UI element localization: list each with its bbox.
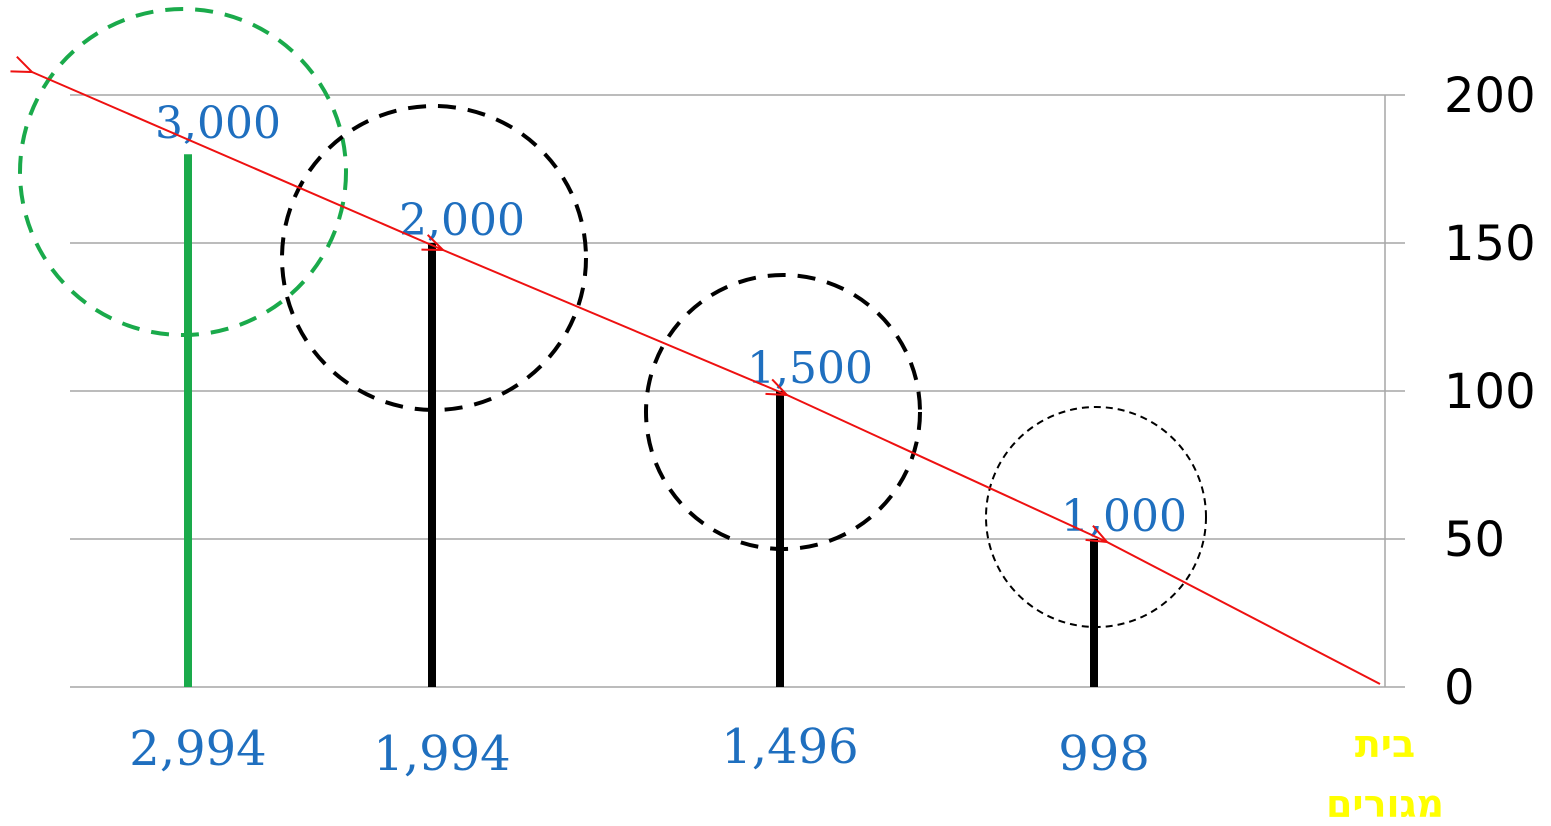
origin-label-line2: מגורים <box>1326 782 1444 826</box>
arrows <box>32 72 1381 685</box>
dashed-circle <box>280 104 588 412</box>
dashed-circle <box>985 406 1207 628</box>
dashed-circle <box>644 273 922 551</box>
x-tick-label: 1,994 <box>373 726 510 782</box>
gridlines <box>70 94 1405 688</box>
arrow <box>443 250 788 396</box>
x-tick-label: 998 <box>1058 726 1150 782</box>
y-tick-label: 150 <box>1444 216 1536 272</box>
value-label: 3,000 <box>155 98 281 149</box>
y-axis: 0 50 100 150 200 <box>1444 68 1536 716</box>
value-label: 1,000 <box>1061 491 1187 542</box>
arrow <box>32 72 444 251</box>
y-tick-label: 0 <box>1444 660 1475 716</box>
bars <box>184 154 1098 687</box>
y-tick-label: 50 <box>1444 512 1505 568</box>
y-tick-label: 200 <box>1444 68 1536 124</box>
x-axis: 2,994 1,994 1,496 998 <box>129 719 1150 782</box>
arrow <box>1107 542 1381 685</box>
origin-label-line1: בית <box>1355 722 1415 766</box>
dashed-circle <box>18 7 348 337</box>
x-tick-label: 1,496 <box>721 719 858 775</box>
x-tick-label: 2,994 <box>129 721 266 777</box>
y-tick-label: 100 <box>1444 364 1536 420</box>
value-label: 2,000 <box>399 195 525 246</box>
dashed-circles <box>18 7 1207 628</box>
arrow <box>787 395 1108 543</box>
